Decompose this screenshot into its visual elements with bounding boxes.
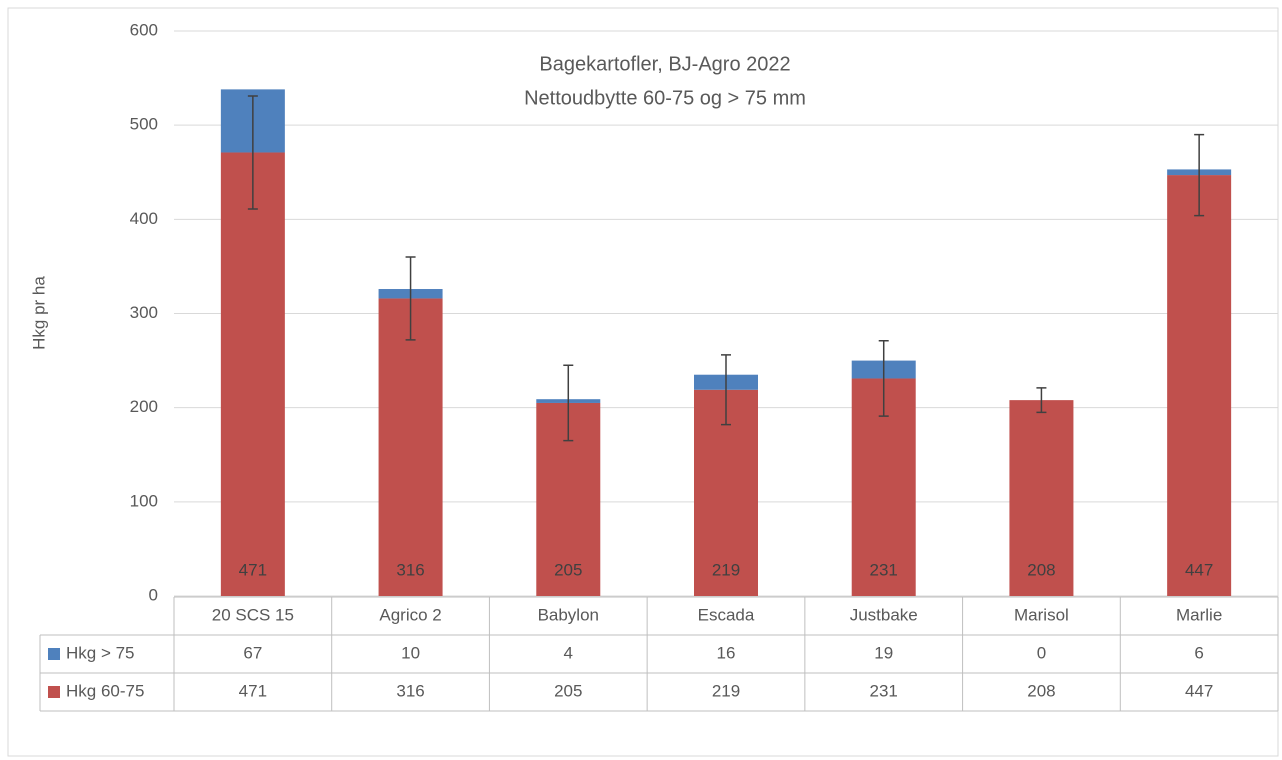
table-cell: 10 xyxy=(401,643,420,662)
data-label: 447 xyxy=(1185,560,1213,579)
y-tick-label: 0 xyxy=(149,585,158,604)
bar-segment xyxy=(378,298,443,596)
table-cell: 0 xyxy=(1037,643,1046,662)
data-label: 231 xyxy=(870,560,898,579)
table-cell: 4 xyxy=(564,643,573,662)
y-axis-label: Hkg pr ha xyxy=(29,276,48,350)
x-tick-label: Agrico 2 xyxy=(379,605,441,624)
y-tick-label: 400 xyxy=(130,209,158,228)
x-tick-label: Marlie xyxy=(1176,605,1222,624)
table-cell: 316 xyxy=(396,681,424,700)
x-tick-label: 20 SCS 15 xyxy=(212,605,294,624)
x-tick-label: Marisol xyxy=(1014,605,1069,624)
legend-key xyxy=(48,648,60,660)
error-bar xyxy=(1194,133,1205,217)
table-cell: 16 xyxy=(717,643,736,662)
y-tick-label: 300 xyxy=(130,303,158,322)
error-bar xyxy=(878,340,889,417)
x-tick-label: Escada xyxy=(698,605,755,624)
error-bar xyxy=(1036,387,1047,414)
chart-border xyxy=(7,7,1279,757)
chart-title: Bagekartofler, BJ-Agro 2022 xyxy=(539,53,790,75)
data-label: 205 xyxy=(554,560,582,579)
y-tick-label: 600 xyxy=(130,20,158,39)
table-cell: 19 xyxy=(874,643,893,662)
error-bar xyxy=(405,256,416,341)
data-label: 316 xyxy=(396,560,424,579)
y-tick-label: 500 xyxy=(130,115,158,134)
x-tick-label: Justbake xyxy=(850,605,918,624)
table-cell: 208 xyxy=(1027,681,1055,700)
data-label: 471 xyxy=(239,560,267,579)
error-bar xyxy=(247,95,258,210)
legend-label: Hkg > 75 xyxy=(66,643,135,662)
chart-subtitle: Nettoudbytte 60-75 og > 75 mm xyxy=(524,87,806,109)
table-cell: 471 xyxy=(239,681,267,700)
table-cell: 231 xyxy=(870,681,898,700)
error-bar xyxy=(721,354,731,426)
error-bar xyxy=(563,364,574,442)
table-cell: 6 xyxy=(1194,643,1203,662)
x-tick-label: Babylon xyxy=(538,605,599,624)
y-tick-label: 100 xyxy=(130,491,158,510)
bar-segment xyxy=(1167,175,1232,596)
table-cell: 67 xyxy=(243,643,262,662)
table-cell: 219 xyxy=(712,681,740,700)
bar-segment xyxy=(220,152,285,596)
y-tick-label: 200 xyxy=(130,397,158,416)
data-label: 219 xyxy=(712,560,740,579)
legend-label: Hkg 60-75 xyxy=(66,681,144,700)
legend-key xyxy=(48,686,60,698)
data-label: 208 xyxy=(1027,560,1055,579)
table-cell: 205 xyxy=(554,681,582,700)
table-cell: 447 xyxy=(1185,681,1213,700)
bar-segment xyxy=(1009,400,1074,596)
